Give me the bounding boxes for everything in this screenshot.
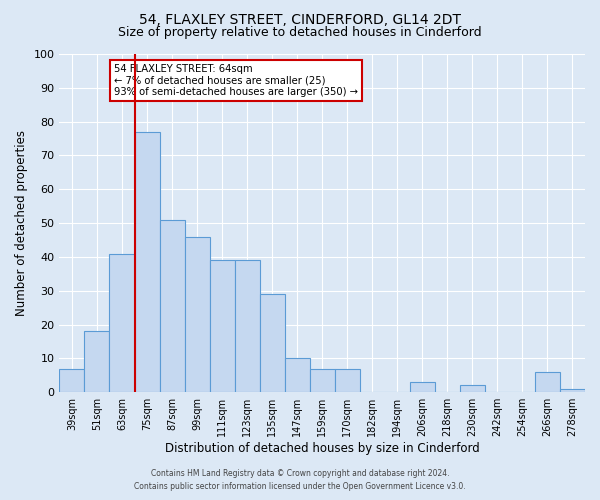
Bar	[134, 132, 160, 392]
Text: Size of property relative to detached houses in Cinderford: Size of property relative to detached ho…	[118, 26, 482, 39]
Text: Contains HM Land Registry data © Crown copyright and database right 2024.
Contai: Contains HM Land Registry data © Crown c…	[134, 469, 466, 491]
Text: 54 FLAXLEY STREET: 64sqm
← 7% of detached houses are smaller (25)
93% of semi-de: 54 FLAXLEY STREET: 64sqm ← 7% of detache…	[115, 64, 358, 98]
Bar	[460, 386, 485, 392]
Bar	[59, 368, 85, 392]
Bar	[235, 260, 260, 392]
Bar	[85, 332, 109, 392]
Bar	[560, 389, 585, 392]
Bar	[109, 254, 134, 392]
Bar	[185, 236, 209, 392]
Bar	[209, 260, 235, 392]
Bar	[535, 372, 560, 392]
Bar	[160, 220, 185, 392]
X-axis label: Distribution of detached houses by size in Cinderford: Distribution of detached houses by size …	[165, 442, 479, 455]
Text: 54, FLAXLEY STREET, CINDERFORD, GL14 2DT: 54, FLAXLEY STREET, CINDERFORD, GL14 2DT	[139, 12, 461, 26]
Bar	[310, 368, 335, 392]
Bar	[335, 368, 360, 392]
Bar	[260, 294, 284, 392]
Y-axis label: Number of detached properties: Number of detached properties	[15, 130, 28, 316]
Bar	[284, 358, 310, 392]
Bar	[410, 382, 435, 392]
